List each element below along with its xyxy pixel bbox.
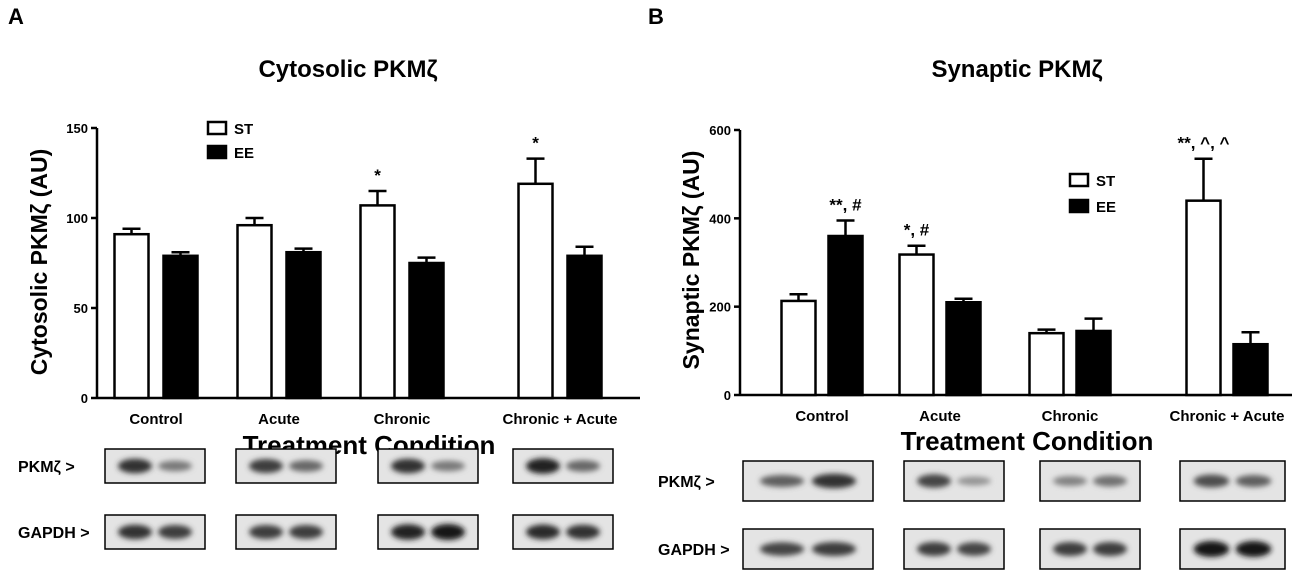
blot-band (158, 525, 192, 539)
blot-band (1053, 542, 1087, 556)
blot-band (158, 460, 192, 472)
blot-label-pkmz: PKMζ > (18, 459, 75, 476)
chart-title-a: Cytosolic PKMζ (258, 56, 437, 83)
category-label: Chronic (374, 411, 431, 428)
y-tick-label: 600 (709, 123, 731, 138)
blot-label-gapdh: GAPDH > (18, 525, 90, 542)
blot-band (1093, 475, 1127, 487)
blot-band (249, 459, 283, 473)
blot-band (391, 458, 425, 474)
panel-letter-b: B (648, 4, 664, 29)
legend-swatch-st (206, 120, 228, 136)
panel-letter-a: A (8, 4, 24, 29)
blot-band (391, 524, 425, 540)
category-label: Control (795, 408, 848, 425)
legend-label-ee: EE (234, 145, 254, 162)
y-tick-label: 200 (709, 300, 731, 315)
blot-band (759, 542, 805, 556)
blot-band (431, 460, 465, 472)
category-label: Acute (919, 408, 961, 425)
blot-band (1193, 541, 1230, 557)
panel-a: A Cytosolic PKMζ Cytosolic PKMζ (AU) Tre… (8, 4, 640, 550)
blot-band (811, 473, 857, 489)
blot-band (566, 524, 600, 540)
panel-b: B Synaptic PKMζ Synaptic PKMζ (AU) Treat… (648, 4, 1292, 570)
category-label: Chronic (1042, 408, 1099, 425)
y-tick-label: 100 (66, 211, 88, 226)
y-axis-label-b: Synaptic PKMζ (AU) (678, 151, 704, 370)
blot-band (957, 542, 991, 556)
x-axis-label-b: Treatment Condition (901, 426, 1154, 456)
blot-label-gapdh: GAPDH > (658, 542, 730, 559)
y-tick-label: 50 (74, 301, 88, 316)
category-label: Control (129, 411, 182, 428)
blot-band (1093, 542, 1127, 556)
blot-band (917, 474, 951, 488)
blot-label-pkmz: PKMζ > (658, 474, 715, 491)
blot-band (118, 524, 152, 540)
bar-ee-chronic-acute (1232, 342, 1269, 397)
blot-band (289, 525, 323, 539)
legend-swatch-ee (206, 144, 228, 160)
blot-band (917, 542, 951, 556)
category-label: Acute (258, 411, 300, 428)
bar-st-chronic (1028, 331, 1065, 397)
y-tick-label: 0 (724, 388, 731, 403)
blot-band (249, 525, 283, 539)
legend-swatch-ee (1068, 198, 1090, 214)
blot-band (1053, 476, 1087, 486)
bar-ee-chronic (408, 261, 445, 400)
blot-band (759, 475, 805, 487)
y-tick-label: 150 (66, 121, 88, 136)
blot-band (811, 542, 857, 556)
blot-band (957, 476, 991, 486)
blot-band (289, 460, 323, 472)
significance-annotation: *, # (904, 221, 930, 240)
bar-st-acute (236, 223, 273, 400)
significance-annotation: * (532, 134, 539, 153)
bar-ee-acute (285, 250, 322, 400)
legend-label-st: ST (234, 121, 253, 138)
y-axis-label-a: Cytosolic PKMζ (AU) (26, 149, 52, 376)
blot-band (1235, 475, 1272, 487)
legend-swatch-st (1068, 172, 1090, 188)
legend-label-ee: EE (1096, 199, 1116, 216)
bar-st-chronic-acute (1185, 199, 1222, 397)
bar-ee-chronic-acute (566, 254, 603, 400)
significance-annotation: * (374, 166, 381, 185)
bar-st-chronic (359, 204, 396, 400)
bar-ee-control (827, 234, 864, 397)
blot-band (526, 524, 560, 540)
blot-band (566, 460, 600, 472)
blot-band (118, 458, 152, 474)
blot-band (1235, 541, 1272, 557)
bar-ee-acute (945, 301, 982, 397)
y-tick-label: 400 (709, 211, 731, 226)
significance-annotation: **, # (829, 196, 862, 215)
bar-st-chronic-acute (517, 182, 554, 400)
legend-label-st: ST (1096, 173, 1115, 190)
significance-annotation: **, ^, ^ (1178, 134, 1230, 153)
blot-band (1193, 474, 1230, 488)
y-tick-label: 0 (81, 391, 88, 406)
chart-title-b: Synaptic PKMζ (931, 56, 1102, 83)
blot-band (431, 524, 465, 540)
category-label: Chronic + Acute (1170, 408, 1285, 425)
bar-st-control (113, 232, 150, 400)
bar-st-acute (898, 253, 935, 397)
bar-ee-chronic (1075, 329, 1112, 397)
bar-st-control (780, 299, 817, 397)
category-label: Chronic + Acute (503, 411, 618, 428)
bar-ee-control (162, 254, 199, 400)
blot-band (526, 458, 560, 474)
